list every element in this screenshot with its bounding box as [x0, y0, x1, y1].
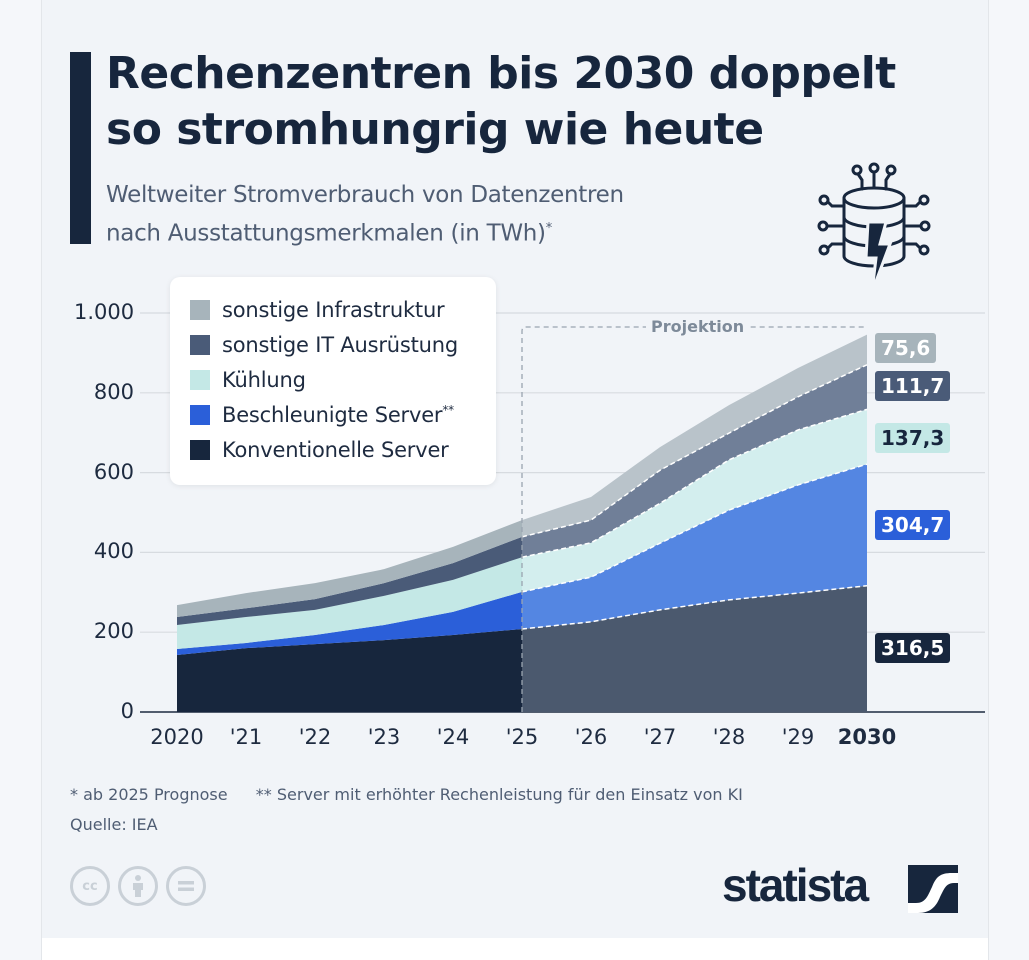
area-sonstige-it-ausruestung-projection [522, 364, 867, 558]
end-label-sonstige-infrastruktur: 75,6 [875, 333, 937, 363]
legend-label: Kühlung [222, 368, 306, 392]
y-tick-label: 400 [93, 539, 134, 564]
title-line-1: Rechenzentren bis 2030 doppelt [106, 48, 896, 99]
projection-boundary-sonstige-it-ausruestung [521, 364, 868, 538]
projection-label: Projektion [646, 317, 750, 336]
legend-swatch [190, 335, 210, 355]
end-label-konventionelle-server: 316,5 [875, 633, 951, 663]
legend-label: sonstige Infrastruktur [222, 298, 445, 322]
cc-icon[interactable]: cc [70, 866, 110, 906]
license-icons[interactable]: cc [70, 866, 206, 906]
legend-swatch [190, 405, 210, 425]
projection-boundary-konventionelle-server [521, 584, 868, 630]
attribution-icon[interactable] [118, 866, 158, 906]
y-tick-label: 0 [120, 699, 134, 723]
area-sonstige-it-ausruestung-historical [177, 536, 522, 626]
subtitle-line-1: Weltweiter Stromverbrauch von Datenzentr… [106, 182, 624, 208]
area-sonstige-infrastruktur-historical [177, 520, 522, 618]
legend-footnote-mark: ** [442, 403, 454, 417]
source-note: Quelle: IEA [70, 815, 158, 834]
projection-frame [521, 326, 867, 712]
y-tick-label: 200 [93, 619, 134, 644]
x-tick-label: '26 [574, 725, 608, 749]
x-tick-label: '23 [367, 725, 401, 749]
cc-icon-text: cc [82, 878, 98, 894]
legend-item-kuehlung: Kühlung [190, 365, 306, 395]
x-tick-label: '28 [712, 725, 746, 749]
subtitle-line-2: nach Ausstattungsmerkmalen (in TWh)* [106, 212, 624, 251]
title-line-2: so stromhungrig wie heute [106, 104, 764, 155]
legend-item-sonstige-infrastruktur: sonstige Infrastruktur [190, 295, 445, 325]
area-beschleunigte-server-projection [522, 464, 867, 630]
footnote-accelerated-servers: ** Server mit erhöhter Rechenleistung fü… [255, 785, 743, 804]
y-tick-label: 600 [93, 459, 134, 484]
person-glyph [133, 875, 143, 897]
footnote-forecast: * ab 2025 Prognose [70, 785, 228, 804]
legend-item-konventionelle-server: Konventionelle Server [190, 435, 449, 465]
x-tick-label: '21 [229, 725, 263, 749]
x-tick-label: '22 [298, 725, 332, 749]
projection-boundary-beschleunigte-server [521, 463, 868, 593]
end-label-sonstige-it-ausruestung: 111,7 [875, 371, 951, 401]
end-label-kuehlung: 137,3 [875, 423, 951, 453]
x-tick-label: '29 [781, 725, 815, 749]
legend: sonstige Infrastruktur sonstige IT Ausrü… [170, 277, 496, 485]
statista-logo-icon[interactable] [908, 865, 958, 913]
legend-label-text: Kühlung [222, 368, 306, 392]
datacenter-lightning-icon [817, 162, 931, 293]
legend-label-text: Konventionelle Server [222, 438, 449, 462]
legend-swatch [190, 370, 210, 390]
x-tick-label: '27 [643, 725, 677, 749]
legend-label-text: Beschleunigte Server [222, 403, 443, 427]
title-accent-bar [70, 52, 91, 244]
bottom-strip [41, 938, 989, 960]
projection-boundary-kuehlung [521, 408, 868, 558]
legend-swatch [190, 300, 210, 320]
equals-glyph [178, 881, 194, 891]
subtitle-footnote-mark: * [545, 221, 553, 236]
area-kuehlung-historical [177, 557, 522, 649]
subtitle-line-2-text: nach Ausstattungsmerkmalen (in TWh) [106, 220, 546, 247]
chart-title: Rechenzentren bis 2030 doppelt so stromh… [106, 46, 896, 158]
x-tick-label: 2020 [150, 725, 204, 749]
no-derivatives-icon[interactable] [166, 866, 206, 906]
y-tick-label: 800 [93, 379, 134, 404]
x-tick-label: '24 [436, 725, 470, 749]
footnotes: * ab 2025 Prognose ** Server mit erhöhte… [70, 785, 743, 804]
legend-label: Beschleunigte Server** [222, 403, 454, 427]
area-sonstige-infrastruktur-projection [522, 334, 867, 537]
legend-item-beschleunigte-server: Beschleunigte Server** [190, 400, 454, 430]
area-beschleunigte-server-historical [177, 591, 522, 655]
stacked-area-chart [140, 312, 985, 713]
legend-label: Konventionelle Server [222, 438, 449, 462]
area-kuehlung-projection [522, 409, 867, 592]
legend-label-text: sonstige IT Ausrüstung [222, 333, 459, 357]
legend-item-sonstige-it-ausruestung: sonstige IT Ausrüstung [190, 330, 458, 360]
chart-subtitle: Weltweiter Stromverbrauch von Datenzentr… [106, 178, 624, 251]
y-tick-label: 1.000 [74, 300, 135, 324]
statista-logo-text[interactable]: statista [722, 859, 869, 911]
x-tick-label: 2030 [837, 725, 897, 749]
legend-swatch [190, 440, 210, 460]
x-tick-label: '25 [505, 725, 539, 749]
end-label-beschleunigte-server: 304,7 [875, 510, 951, 540]
area-konventionelle-server-projection [522, 585, 867, 712]
legend-label-text: sonstige Infrastruktur [222, 298, 445, 322]
area-konventionelle-server-historical [177, 629, 522, 712]
legend-label: sonstige IT Ausrüstung [222, 333, 458, 357]
